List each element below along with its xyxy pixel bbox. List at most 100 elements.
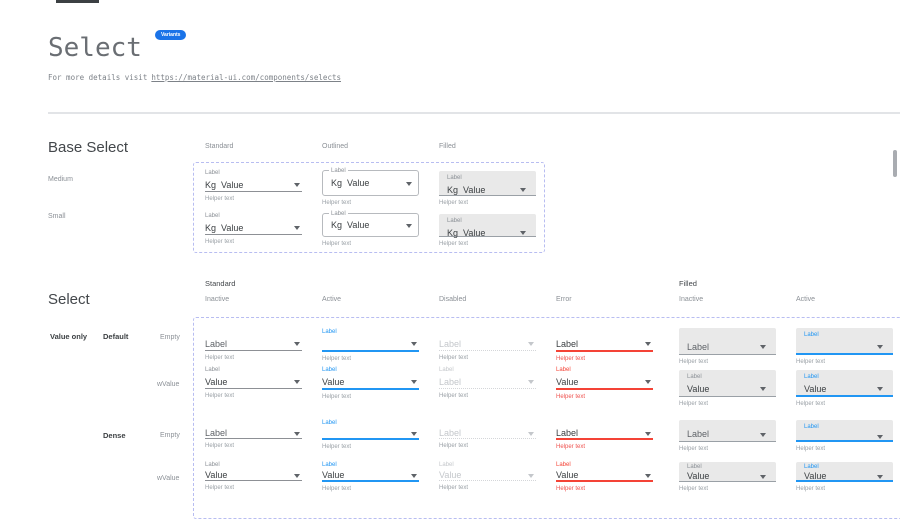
- column-header-inactive: Inactive: [205, 296, 230, 303]
- label-spacer: [205, 328, 302, 337]
- helper-text: Helper text: [322, 241, 352, 247]
- select-control[interactable]: Label: [556, 337, 653, 350]
- select-underline: [556, 438, 653, 440]
- select-value-row: Label: [687, 429, 768, 439]
- helper-text: Helper text: [679, 359, 709, 365]
- select-control[interactable]: Label: [796, 420, 893, 442]
- select-control[interactable]: Value: [205, 470, 302, 480]
- select-standard-error-empty-dense[interactable]: Label Helper text: [556, 419, 653, 450]
- helper-text: Helper text: [796, 446, 826, 452]
- select-standard-inactive-empty[interactable]: Label Helper text: [205, 328, 302, 361]
- select-label: Label: [205, 462, 220, 468]
- select-label: Label: [804, 464, 819, 470]
- select-value: Value: [463, 184, 486, 195]
- select-standard-active-empty-dense[interactable]: Label Helper text: [322, 419, 419, 450]
- select-value-row: [804, 431, 885, 441]
- select-filled-active-empty-dense[interactable]: Label Helper text: [796, 420, 893, 452]
- select-underline: [322, 438, 419, 440]
- select-control[interactable]: Label Value: [679, 370, 776, 397]
- select-control[interactable]: Label: [796, 328, 893, 355]
- select-underline: [205, 234, 302, 235]
- select-standard-active-wvalue-dense[interactable]: Label Value Helper text: [322, 461, 419, 492]
- select-standard-active-empty[interactable]: Label Helper text: [322, 328, 419, 362]
- select-control[interactable]: Label Kg Value: [322, 210, 419, 237]
- select-label: Label: [556, 428, 579, 438]
- select-filled-active-wvalue-dense[interactable]: Label Value Helper text: [796, 462, 893, 492]
- select-control[interactable]: Label Kg Value: [322, 167, 419, 196]
- select-label: Label: [556, 338, 579, 349]
- subtitle: For more details visit https://material-u…: [48, 73, 341, 82]
- select-standard-small[interactable]: Label Kg Value Helper text: [205, 212, 302, 245]
- dropdown-arrow-icon: [520, 231, 526, 235]
- select-outlined-medium[interactable]: Label Kg Value Helper text: [322, 167, 419, 206]
- select-control[interactable]: Value: [205, 375, 302, 388]
- select-control[interactable]: Label Value: [679, 462, 776, 482]
- select-standard-medium[interactable]: Label Kg Value Helper text: [205, 169, 302, 202]
- select-control[interactable]: Kg Value: [205, 221, 302, 234]
- select-value-row: Kg Value: [447, 226, 528, 239]
- select-control[interactable]: Value: [556, 470, 653, 480]
- select-control[interactable]: Value: [322, 375, 419, 388]
- select-outlined-small[interactable]: Label Kg Value Helper text: [322, 210, 419, 247]
- select-filled-active-wvalue[interactable]: Label Value Helper text: [796, 370, 893, 407]
- helper-text: Helper text: [322, 444, 352, 450]
- dropdown-arrow-icon: [294, 226, 300, 230]
- select-filled-inactive-empty[interactable]: Label Helper text: [679, 328, 776, 365]
- select-control[interactable]: Value: [322, 470, 419, 480]
- select-standard-disabled-wvalue: Label Label Helper text: [439, 366, 536, 399]
- select-value-row: [804, 340, 885, 353]
- select-standard-inactive-wvalue-dense[interactable]: Label Value Helper text: [205, 461, 302, 491]
- select-standard-active-wvalue[interactable]: Label Value Helper text: [322, 366, 419, 400]
- helper-text: Helper text: [556, 356, 586, 362]
- select-filled-inactive-wvalue-dense[interactable]: Label Value Helper text: [679, 462, 776, 492]
- select-filled-small[interactable]: Label Kg Value Helper text: [439, 214, 536, 247]
- select-filled-active-empty[interactable]: Label Helper text: [796, 328, 893, 365]
- select-control: Label: [439, 337, 536, 350]
- select-standard-inactive-wvalue[interactable]: Label Value Helper text: [205, 366, 302, 399]
- select-standard-error-wvalue-dense[interactable]: Label Value Helper text: [556, 461, 653, 492]
- select-control[interactable]: [322, 337, 419, 350]
- dropdown-arrow-icon: [645, 380, 651, 384]
- docs-link[interactable]: https://material-ui.com/components/selec…: [151, 73, 341, 82]
- select-control[interactable]: Label: [679, 420, 776, 442]
- select-control[interactable]: Label Value: [796, 370, 893, 397]
- label-spacer: [205, 419, 302, 428]
- select-standard-disabled-empty-dense: Label Helper text: [439, 419, 536, 449]
- select-standard-error-empty[interactable]: Label Helper text: [556, 328, 653, 362]
- row-group-default: Default: [103, 332, 129, 341]
- select-control[interactable]: Value: [556, 375, 653, 388]
- group-header-filled: Filled: [679, 279, 697, 288]
- helper-text: Helper text: [439, 485, 469, 491]
- select-label: Label: [205, 338, 228, 349]
- select-control[interactable]: Label: [205, 337, 302, 350]
- select-label: Label: [322, 462, 337, 468]
- select-label: Label: [322, 329, 337, 335]
- select-control[interactable]: Label Kg Value: [439, 171, 536, 196]
- select-filled-medium[interactable]: Label Kg Value Helper text: [439, 171, 536, 206]
- select-filled-inactive-empty-dense[interactable]: Label Helper text: [679, 420, 776, 452]
- select-control[interactable]: Label Kg Value: [439, 214, 536, 239]
- dropdown-arrow-icon: [760, 474, 766, 479]
- select-standard-inactive-empty-dense[interactable]: Label Helper text: [205, 419, 302, 449]
- select-value: Value: [221, 222, 244, 233]
- select-control[interactable]: Label: [679, 328, 776, 355]
- select-control[interactable]: Label Value: [796, 462, 893, 482]
- select-value-row: Value: [687, 382, 768, 395]
- dropdown-arrow-icon: [645, 431, 651, 436]
- select-filled-inactive-wvalue[interactable]: Label Value Helper text: [679, 370, 776, 407]
- select-underline: [556, 350, 653, 352]
- select-standard-error-wvalue[interactable]: Label Value Helper text: [556, 366, 653, 400]
- select-standard-disabled-empty: Label Helper text: [439, 328, 536, 361]
- select-underline: [322, 480, 419, 482]
- dropdown-arrow-icon: [294, 183, 300, 187]
- row-group-dense: Dense: [103, 431, 126, 440]
- select-control[interactable]: Kg Value: [205, 178, 302, 191]
- dropdown-arrow-icon: [528, 342, 534, 346]
- scrollbar-thumb[interactable]: [893, 150, 897, 177]
- select-value: Value: [205, 470, 228, 480]
- select-control[interactable]: Label: [556, 428, 653, 438]
- helper-text: Helper text: [796, 359, 826, 365]
- select-control[interactable]: Label: [205, 428, 302, 438]
- select-label: Label: [687, 374, 702, 380]
- select-control[interactable]: [322, 428, 419, 438]
